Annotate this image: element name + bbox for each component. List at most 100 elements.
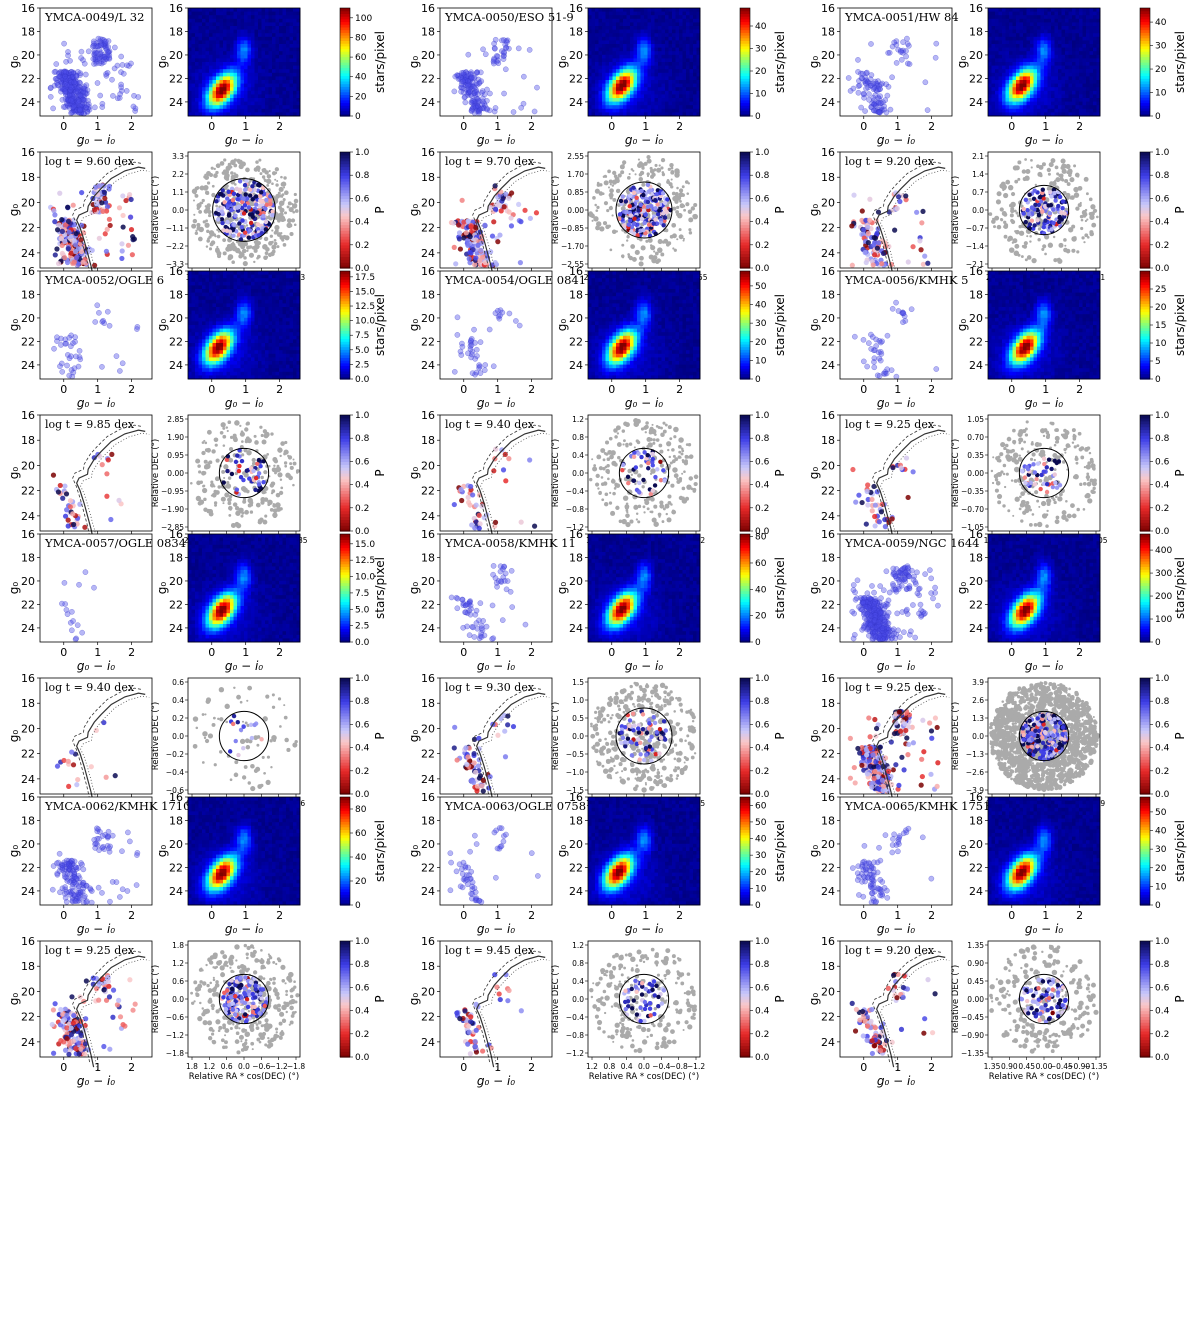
- hess-cell: [290, 62, 294, 66]
- hess-cell: [992, 33, 996, 37]
- hess-cell: [662, 84, 666, 88]
- field-point: [676, 206, 679, 209]
- field-point: [680, 203, 685, 208]
- hess-cell: [244, 66, 248, 70]
- hess-cell: [616, 94, 620, 98]
- hess-cell: [265, 102, 269, 106]
- hess-cell: [665, 26, 669, 30]
- hess-cell: [602, 109, 606, 113]
- hess-cell: [1016, 94, 1020, 98]
- hess-cell: [623, 91, 627, 95]
- hess-cell: [623, 22, 627, 26]
- field-point: [676, 238, 678, 240]
- hess-cell: [595, 105, 599, 109]
- member-sky-point: [653, 198, 657, 202]
- hess-cell: [209, 40, 213, 44]
- hess-cell: [641, 12, 645, 16]
- hess-cell: [237, 76, 241, 80]
- hess-cell: [602, 15, 606, 19]
- member-sky-point: [241, 196, 245, 200]
- field-point: [627, 234, 629, 236]
- hess-cell: [683, 91, 687, 95]
- field-point: [627, 176, 631, 180]
- hess-cell: [255, 62, 259, 66]
- colorbar-tick-label: 80: [355, 33, 367, 43]
- hess-cell: [592, 91, 596, 95]
- hess-cell: [630, 8, 634, 12]
- hess-cell: [1006, 8, 1010, 12]
- hess-cell: [613, 19, 617, 23]
- hess-cell: [658, 22, 662, 26]
- hess-cell: [1020, 91, 1024, 95]
- hess-cell: [258, 26, 262, 30]
- hess-cell: [634, 30, 638, 34]
- cmd-point: [871, 108, 876, 113]
- hess-cell: [609, 30, 613, 34]
- hess-cell: [1002, 98, 1006, 102]
- field-point: [193, 199, 195, 201]
- hess-cell: [272, 80, 276, 84]
- hess-cell: [1013, 44, 1017, 48]
- hess-cell: [248, 66, 252, 70]
- hess-cell: [283, 12, 287, 16]
- hess-cell: [241, 91, 245, 95]
- hess-cell: [220, 87, 224, 91]
- field-point: [268, 253, 272, 257]
- hess-cell: [241, 109, 245, 113]
- field-point: [294, 199, 299, 204]
- hess-cell: [216, 66, 220, 70]
- hess-cell: [1027, 48, 1031, 52]
- hess-cell: [244, 73, 248, 77]
- hess-cell: [241, 30, 245, 34]
- hess-cell: [209, 26, 213, 30]
- hess-cell: [269, 55, 273, 59]
- hess-cell: [616, 76, 620, 80]
- hess-cell: [669, 94, 673, 98]
- y-tick-label: 18: [421, 25, 435, 38]
- hess-cell: [637, 26, 641, 30]
- hess-cell: [255, 37, 259, 41]
- hess-cell: [258, 12, 262, 16]
- hess-cell: [269, 73, 273, 77]
- hess-cell: [1020, 62, 1024, 66]
- hess-cell: [1023, 8, 1027, 12]
- cmd-point: [82, 84, 87, 89]
- hess-cell: [634, 19, 638, 23]
- hess-cell: [1027, 15, 1031, 19]
- cmd-point: [904, 54, 909, 59]
- hess-cell: [251, 62, 255, 66]
- hess-cell: [606, 80, 610, 84]
- hess-cell: [192, 73, 196, 77]
- y-tick-label: 22: [421, 72, 435, 85]
- hess-cell: [995, 102, 999, 106]
- field-point: [275, 183, 278, 186]
- hess-cell: [286, 109, 290, 113]
- hess-cell: [662, 12, 666, 16]
- hess-cell: [1006, 109, 1010, 113]
- hess-cell: [216, 105, 220, 109]
- member-sky-point: [652, 221, 656, 225]
- hess-cell: [999, 94, 1003, 98]
- hess-cell: [665, 55, 669, 59]
- hess-cell: [616, 84, 620, 88]
- member-sky-point: [237, 204, 241, 208]
- hess-cell: [620, 98, 624, 102]
- hess-cell: [637, 55, 641, 59]
- hess-cell: [1016, 58, 1020, 62]
- field-point: [638, 158, 640, 160]
- hess-cell: [223, 73, 227, 77]
- hess-cell: [290, 48, 294, 52]
- hess-cell: [995, 19, 999, 23]
- hess-cell: [283, 109, 287, 113]
- hess-cell: [199, 22, 203, 26]
- hess-cell: [234, 15, 238, 19]
- hess-cell: [258, 51, 262, 55]
- hess-cell: [209, 84, 213, 88]
- hess-cell: [609, 94, 613, 98]
- hess-cell: [276, 19, 280, 23]
- hess-cell: [199, 26, 203, 30]
- hess-cell: [609, 55, 613, 59]
- hess-cell: [627, 94, 631, 98]
- cmd-point: [892, 40, 897, 45]
- member-sky-point: [632, 191, 636, 195]
